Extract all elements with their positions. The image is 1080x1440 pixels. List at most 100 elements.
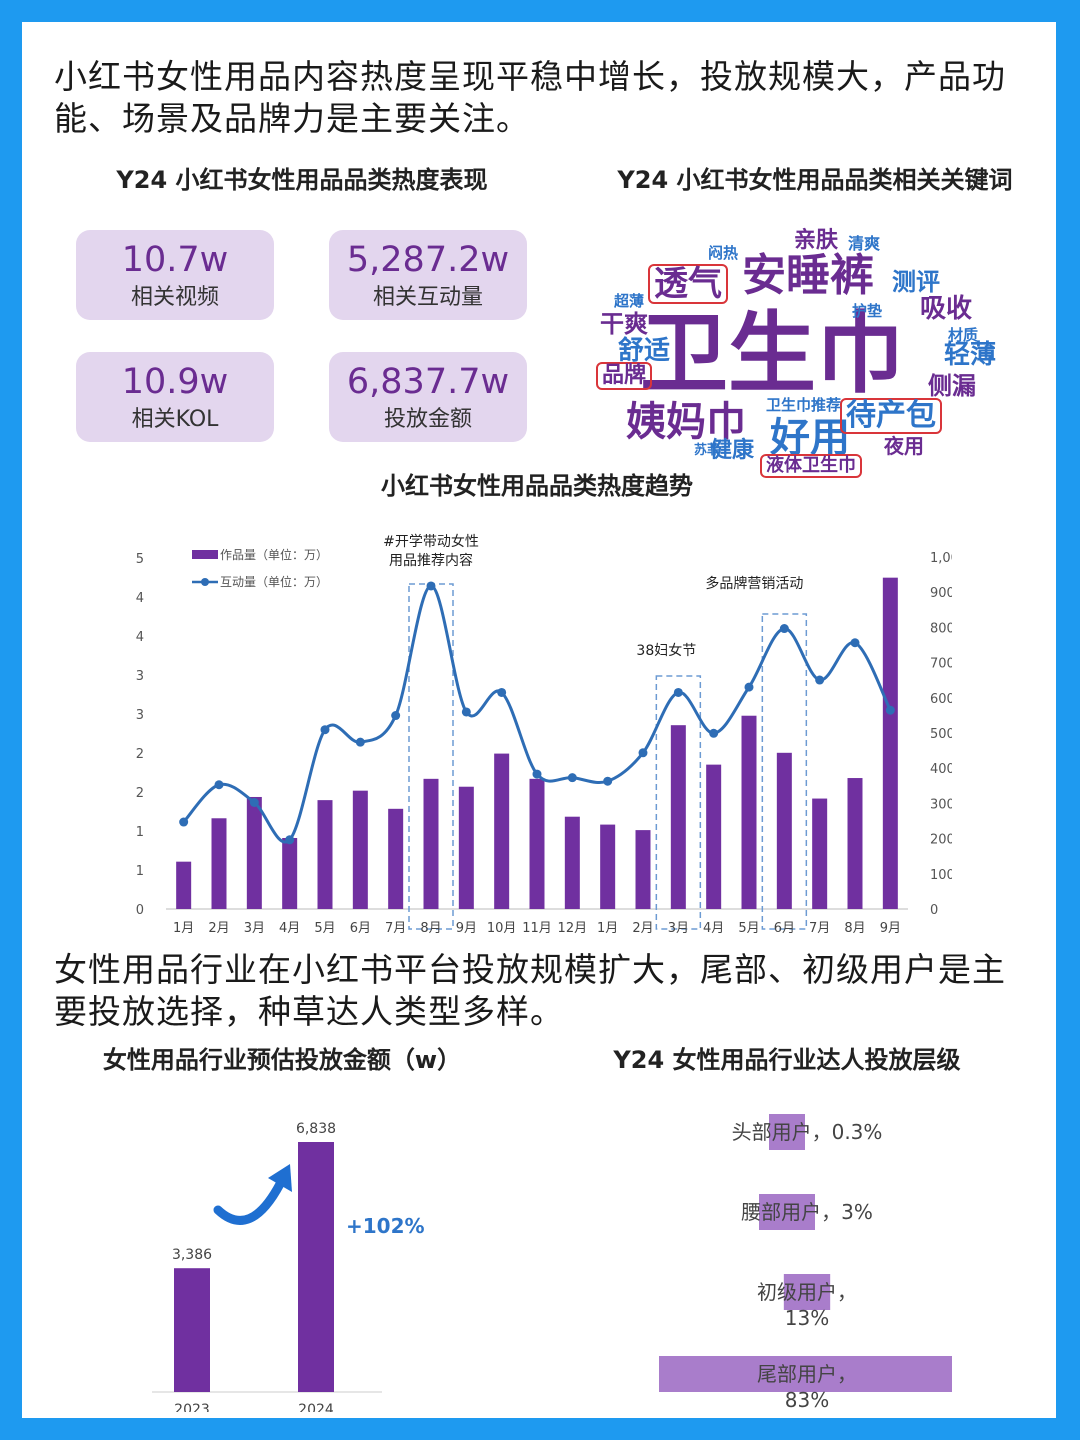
keyword-12: 侧漏 — [928, 372, 976, 400]
right-axis-tick: 100 — [930, 868, 952, 883]
bar-19 — [812, 798, 828, 909]
keyword-18: 卫生巾推荐 — [766, 396, 842, 414]
tier-bar-1 — [769, 1114, 805, 1150]
left-axis-tick: 5 — [136, 552, 144, 567]
line-point-6 — [355, 737, 365, 747]
kpi-value: 10.7w — [121, 240, 229, 280]
growth-arrow-icon — [213, 1179, 285, 1225]
tier-chart: 头部用户，0.3% 腰部用户，3% 初级用户，13% 尾部用户，83% — [659, 1114, 952, 1412]
line-point-14 — [638, 748, 648, 758]
bar-15 — [670, 725, 686, 909]
keyword-8: 舒适 — [618, 336, 671, 366]
keyword-6: 待产包 — [840, 398, 942, 434]
bar-4 — [282, 838, 298, 909]
bar-5 — [317, 800, 333, 909]
interaction-line — [182, 584, 892, 844]
headline-top: 小红书女性用品内容热度呈现平稳中增长，投放规模大，产品功能、场景及品牌力是主要关… — [54, 57, 1006, 138]
keyword-1: 卫生巾 — [640, 302, 905, 405]
kpi-value: 6,837.7w — [346, 362, 510, 402]
kpi-card-interactions: 5,287.2w 相关互动量 — [329, 230, 527, 320]
bar-6 — [352, 790, 368, 909]
x-tick-label: 10月 — [487, 921, 517, 936]
right-axis-tick: 700 — [930, 657, 952, 672]
keyword-5: 好用 — [770, 415, 850, 461]
x-tick-label: 11月 — [522, 921, 552, 936]
legend-bar-label: 作品量（单位：万） — [220, 547, 328, 562]
right-axis-tick: 0 — [930, 903, 938, 918]
keyword-3: 安睡裤 — [742, 250, 874, 301]
keyword-17: 液体卫生巾 — [760, 454, 862, 478]
line-point-16 — [709, 728, 719, 738]
x-tick-label: 2月 — [208, 921, 229, 936]
trend-chart-title: 小红书女性用品品类热度趋势 — [381, 472, 693, 500]
line-point-19 — [815, 675, 825, 685]
x-tick-label: 1月 — [173, 921, 194, 936]
bar-18 — [776, 752, 792, 909]
headline-bottom: 女性用品行业在小红书平台投放规模扩大，尾部、初级用户是主要投放选择，种草达人类型… — [54, 950, 1006, 1031]
bar-8 — [423, 778, 439, 909]
bar-9 — [458, 786, 474, 909]
x-tick-label: 6月 — [350, 921, 371, 936]
bar-3 — [246, 796, 262, 909]
line-point-1 — [179, 817, 189, 827]
x-tick-label: 3月 — [668, 921, 689, 936]
kpi-label: 相关互动量 — [372, 285, 483, 310]
keyword-19: 材质 — [948, 326, 979, 344]
kpi-value: 5,287.2w — [346, 240, 510, 280]
line-point-18 — [779, 624, 789, 634]
keyword-7: 品牌 — [596, 362, 653, 390]
x-tick-label: 12月 — [558, 921, 588, 936]
left-axis-tick: 2 — [136, 786, 144, 801]
line-point-3 — [249, 798, 259, 807]
bar-1 — [176, 861, 192, 909]
line-point-11 — [532, 769, 542, 779]
tier-value-4: 83% — [785, 1388, 829, 1412]
growth-arrowhead-icon — [268, 1164, 292, 1192]
annotation-womens-day: 38妇女节 — [636, 642, 696, 659]
right-axis-tick: 800 — [930, 621, 952, 636]
spend-value-label: 3,386 — [172, 1247, 212, 1263]
keyword-4: 姨妈巾 — [626, 399, 746, 445]
keyword-23: 护垫 — [852, 302, 883, 320]
kpi-section-title: Y24 小红书女性用品品类热度表现 — [116, 166, 488, 194]
tier-label-3: 初级用户， — [757, 1280, 857, 1304]
kpi-label: 相关视频 — [130, 285, 219, 310]
x-tick-label: 9月 — [456, 921, 477, 936]
line-point-5 — [320, 725, 330, 735]
x-tick-label: 1月 — [597, 921, 618, 936]
kpi-value: 10.9w — [121, 362, 229, 402]
kpi-label: 投放金额 — [383, 407, 472, 432]
left-axis-tick: 3 — [136, 669, 144, 684]
keyword-11: 轻薄 — [944, 340, 997, 370]
keyword-2: 透气 — [648, 264, 728, 304]
left-axis-tick: 2 — [136, 747, 144, 762]
bar-20 — [847, 778, 863, 909]
keyword-10: 吸收 — [920, 294, 973, 324]
tier-bar-2 — [759, 1194, 815, 1230]
x-tick-label: 4月 — [279, 921, 300, 936]
keyword-9: 干爽 — [600, 310, 648, 338]
bar-7 — [388, 808, 404, 909]
line-point-2 — [214, 780, 224, 790]
bar-11 — [529, 778, 545, 909]
right-axis-tick: 400 — [930, 762, 952, 777]
spend-category-label: 2024 — [298, 1402, 334, 1412]
bar-2 — [211, 818, 227, 909]
left-axis-tick: 1 — [136, 825, 144, 840]
line-point-13 — [603, 776, 613, 786]
line-point-17 — [744, 682, 754, 692]
line-point-12 — [567, 773, 577, 783]
spend-chart-title: 女性用品行业预估投放金额（w） — [102, 1046, 462, 1074]
line-point-9 — [461, 707, 471, 717]
left-axis-tick: 4 — [136, 630, 144, 645]
tier-label-1: 头部用户，0.3% — [732, 1120, 883, 1144]
highlight-box-3 — [761, 613, 808, 930]
x-tick-label: 5月 — [314, 921, 335, 936]
line-point-7 — [391, 711, 401, 721]
x-tick-label: 6月 — [774, 921, 795, 936]
x-tick-label: 2月 — [632, 921, 653, 936]
kpi-card-kol: 10.9w 相关KOL — [76, 352, 274, 442]
trend-chart: 0 1 1 2 2 3 3 4 4 5 0 100 200 300 400 500 600 700 800 900 1,… — [136, 533, 952, 936]
keyword-cloud: 卫生巾 透气 安睡裤 姨妈巾 好用 待产包 品牌 舒适 干爽 吸收 轻薄 侧漏 测评 亲肤 健康 夜用 液体卫生… — [582, 202, 1032, 478]
keyword-14: 亲肤 — [794, 228, 839, 253]
